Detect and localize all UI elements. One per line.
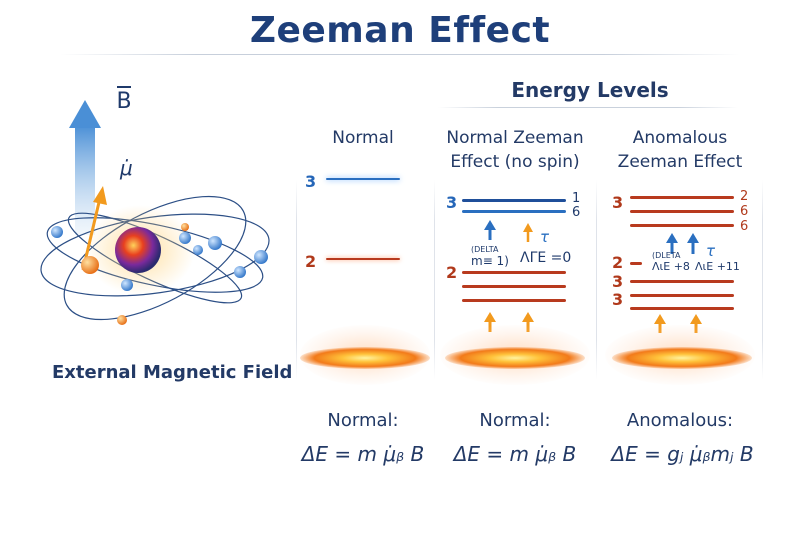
annotation-delta: (DLETA	[652, 251, 681, 260]
energy-levels-heading: Energy Levels	[511, 78, 669, 102]
electron	[117, 315, 127, 325]
electron	[181, 223, 189, 231]
energy-level-line	[630, 294, 734, 297]
up-arrow-orange	[654, 314, 666, 333]
external-field-label: External Magnetic Field	[52, 362, 293, 383]
energy-level-line	[630, 224, 734, 227]
heading-line: Zeeman Effect	[617, 152, 743, 172]
energy-level-line	[462, 285, 566, 288]
tau-label: τ	[706, 242, 716, 260]
up-arrow-blue	[687, 233, 699, 254]
transition-arrows-upper	[484, 220, 533, 242]
sublevel-label: 1	[572, 191, 581, 206]
up-arrow-orange	[690, 314, 702, 333]
sublevel-label: 6	[740, 219, 749, 234]
electron	[234, 266, 246, 278]
energy-level-line	[630, 196, 734, 199]
electron	[254, 250, 268, 264]
up-arrow-blue	[666, 233, 678, 254]
column-heading-normal-zeeman: Normal Zeeman Effect (no spin)	[440, 126, 590, 174]
panel-separator	[434, 180, 435, 380]
up-arrow-orange	[522, 312, 534, 332]
atom-illustration	[40, 100, 270, 325]
tau-label: τ	[540, 228, 550, 246]
up-arrow-orange	[484, 312, 496, 332]
annotation-m: m≡ 1)	[471, 254, 509, 268]
energy-level-line	[630, 307, 734, 310]
energy-level-line	[462, 199, 566, 202]
energy-level-line	[326, 178, 400, 180]
transition-arrows-lower	[654, 314, 702, 333]
annotation-delta-e: ΛιΕ +8	[652, 260, 690, 273]
sublevel-label: 2	[740, 189, 749, 204]
electron	[51, 226, 63, 238]
formula-label-normal-zeeman: Normal:	[479, 410, 551, 431]
panel-separator	[762, 180, 763, 380]
energy-level-stub	[630, 262, 642, 265]
electron	[121, 279, 133, 291]
level-label: 3	[612, 193, 624, 212]
electron	[81, 256, 99, 274]
sublevel-label: 6	[740, 204, 749, 219]
electron	[208, 236, 222, 250]
up-arrow-blue	[484, 220, 496, 240]
section-divider	[438, 107, 738, 108]
level-label: 3	[305, 172, 317, 191]
level-label: 3	[612, 272, 624, 291]
ground-level-glow	[445, 347, 585, 369]
energy-level-line	[630, 210, 734, 213]
page-title: Zeeman Effect	[249, 10, 551, 51]
heading-line: Anomalous	[632, 128, 728, 148]
ground-level-glow	[300, 347, 430, 369]
column-heading-anomalous: Anomalous Zeeman Effect	[605, 126, 755, 174]
heading-line: Normal Zeeman	[446, 128, 584, 148]
heading-line: Normal	[332, 128, 394, 148]
annotation-delta: (DELTA	[471, 245, 499, 254]
panel-separator	[596, 180, 597, 380]
formula-normal: ΔE = m μ̇ᵦ B	[301, 442, 425, 466]
title-divider	[60, 54, 740, 55]
formula-label-anomalous: Anomalous:	[626, 410, 734, 431]
column-heading-normal: Normal	[303, 126, 423, 150]
energy-level-line	[462, 271, 566, 274]
formula-anomalous: ΔE = gⱼ μ̇ᵦmⱼ B	[611, 442, 754, 466]
level-label: 2	[305, 252, 317, 271]
electron	[179, 232, 191, 244]
annotation-delta-e: ΛΓE =0	[520, 250, 572, 266]
panel-separator	[296, 180, 297, 380]
sublevel-label: 6	[572, 205, 581, 220]
up-arrow-orange	[523, 223, 533, 242]
formula-label-normal: Normal:	[327, 410, 399, 431]
energy-level-line	[630, 280, 734, 283]
energy-level-line	[326, 258, 400, 260]
level-label: 2	[612, 253, 624, 272]
energy-level-line	[462, 299, 566, 302]
b-vector-bar	[117, 86, 131, 88]
electron	[193, 245, 203, 255]
magnetic-field-arrow	[69, 100, 101, 235]
energy-level-line	[462, 210, 566, 213]
mu-label: μ̇	[120, 156, 133, 180]
transition-arrows-lower	[484, 312, 534, 332]
transition-arrows-upper	[666, 233, 699, 254]
level-label: 3	[446, 193, 458, 212]
nucleus	[115, 227, 161, 273]
level-label: 3	[612, 290, 624, 309]
ground-level-glow	[612, 347, 752, 369]
formula-normal-zeeman: ΔE = m μ̇ᵦ B	[453, 442, 577, 466]
b-field-label: B	[116, 89, 132, 114]
level-label: 2	[446, 263, 458, 282]
annotation-delta-e: ΛιΕ +11	[695, 260, 740, 273]
heading-line: Effect (no spin)	[450, 152, 580, 172]
